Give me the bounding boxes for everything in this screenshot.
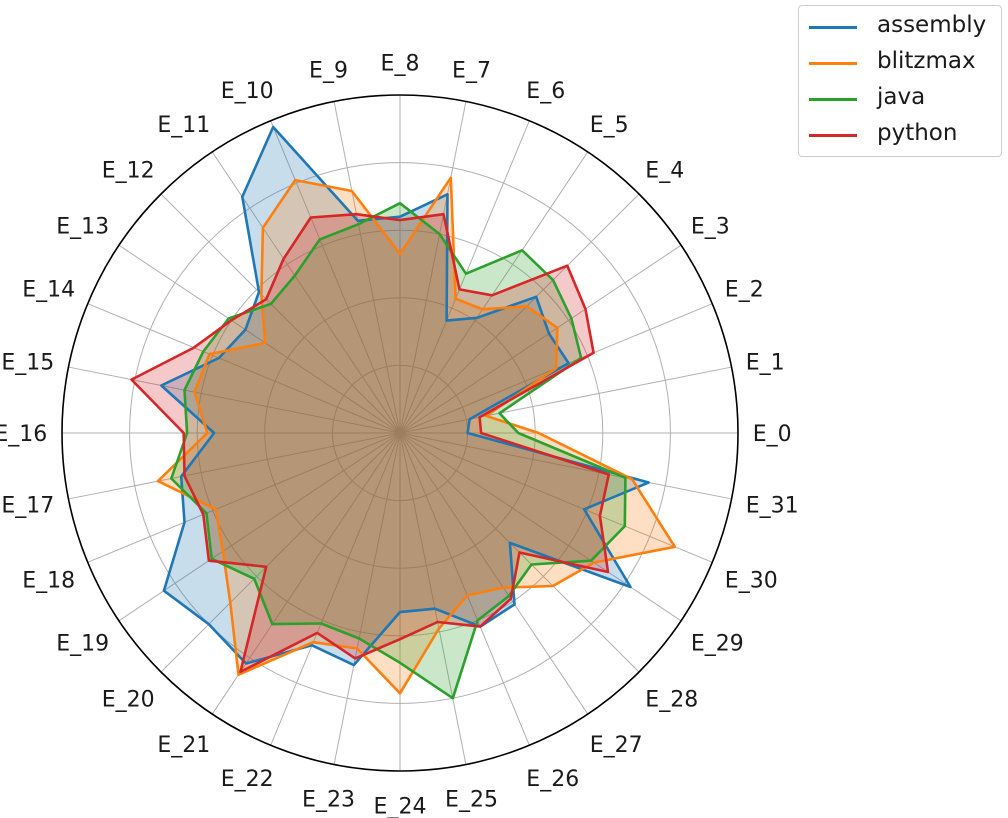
category-label: E_3 — [691, 214, 730, 239]
radar-series-layer — [130, 125, 677, 700]
legend-label-blitzmax: blitzmax — [877, 48, 976, 74]
category-label: E_25 — [445, 788, 498, 813]
legend-label-assembly: assembly — [877, 12, 987, 38]
category-label: E_12 — [102, 159, 155, 184]
legend: assembly blitzmax java python — [798, 5, 1002, 157]
category-label: E_0 — [753, 422, 792, 447]
grid-spoke — [68, 366, 401, 434]
legend-swatch-blitzmax — [809, 62, 857, 65]
category-label: E_8 — [381, 51, 420, 76]
category-label: E_24 — [374, 795, 427, 818]
category-label: E_11 — [157, 113, 210, 138]
category-label: E_30 — [725, 568, 778, 593]
grid-spoke — [399, 366, 732, 434]
grid-spoke — [399, 432, 589, 715]
grid-spoke — [87, 303, 401, 434]
grid-spoke — [118, 244, 401, 434]
category-label: E_27 — [590, 733, 643, 758]
category-labels: E_0E_1E_2E_3E_4E_5E_6E_7E_8E_9E_10E_11E_… — [0, 51, 799, 818]
grid-spoke — [399, 432, 530, 746]
category-label: E_29 — [691, 632, 744, 657]
category-label: E_15 — [1, 351, 54, 376]
grid-spoke — [399, 244, 682, 434]
series-line-blitzmax — [156, 176, 677, 695]
grid-spoke — [87, 432, 401, 563]
category-label: E_13 — [56, 214, 109, 239]
category-label: E_23 — [302, 788, 355, 813]
grid-spoke — [399, 151, 589, 434]
grid-spoke — [68, 432, 401, 500]
legend-item-assembly: assembly — [799, 10, 1001, 46]
radar-grid — [61, 94, 739, 772]
category-label: E_7 — [452, 58, 491, 83]
category-label: E_19 — [56, 632, 109, 657]
grid-spoke — [399, 432, 713, 563]
legend-item-python: python — [799, 118, 1001, 154]
category-label: E_5 — [590, 113, 629, 138]
category-label: E_2 — [725, 278, 764, 303]
legend-label-java: java — [877, 84, 926, 110]
legend-label-python: python — [877, 120, 958, 146]
legend-swatch-java — [809, 98, 857, 101]
polar-frame — [61, 94, 739, 772]
category-label: E_10 — [221, 79, 274, 104]
legend-item-blitzmax: blitzmax — [799, 46, 1001, 82]
grid-spoke — [160, 193, 401, 434]
category-label: E_16 — [0, 422, 47, 447]
series-line-assembly — [160, 125, 650, 667]
category-label: E_26 — [526, 767, 579, 792]
grid-spoke — [399, 432, 732, 500]
category-label: E_6 — [526, 79, 565, 104]
legend-swatch-python — [809, 134, 857, 137]
category-label: E_28 — [645, 687, 698, 712]
category-label: E_18 — [22, 568, 75, 593]
grid-spoke — [399, 193, 640, 434]
series-line-python — [130, 212, 611, 674]
category-label: E_4 — [645, 159, 684, 184]
series-line-java — [170, 201, 627, 700]
legend-item-java: java — [799, 82, 1001, 118]
grid-spoke — [118, 432, 401, 622]
category-label: E_31 — [746, 494, 799, 519]
grid-spoke — [270, 432, 401, 746]
category-label: E_14 — [22, 278, 75, 303]
grid-spoke — [160, 432, 401, 673]
series-area-python — [131, 214, 609, 672]
grid-spoke — [270, 120, 401, 434]
grid-spoke — [399, 120, 530, 434]
category-label: E_22 — [221, 767, 274, 792]
grid-spoke — [333, 432, 401, 765]
category-label: E_20 — [102, 687, 155, 712]
grid-spoke — [333, 101, 401, 434]
grid-spoke — [399, 432, 467, 765]
category-label: E_1 — [746, 351, 785, 376]
category-label: E_9 — [309, 58, 348, 83]
category-label: E_21 — [157, 733, 210, 758]
grid-spoke — [211, 432, 401, 715]
grid-spoke — [399, 101, 467, 434]
grid-spoke — [399, 432, 682, 622]
category-label: E_17 — [1, 494, 54, 519]
legend-swatch-assembly — [809, 26, 857, 29]
